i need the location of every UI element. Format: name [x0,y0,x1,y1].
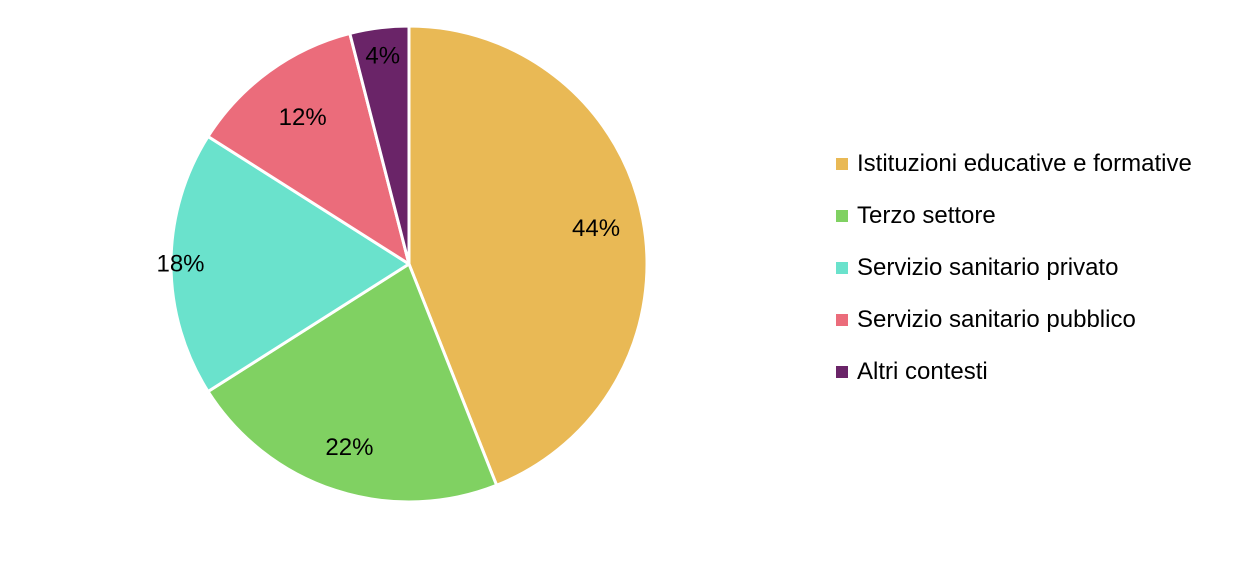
pie-data-labels: 44% 22% 18% 12% 4% [156,43,620,461]
data-label-5: 4% [365,43,400,70]
legend-label: Terzo settore [857,202,996,229]
legend-item-istituzioni: Istituzioni educative e formative [836,138,1192,190]
pie-slice-4 [206,31,411,266]
pie-slices [169,24,649,504]
legend-label: Istituzioni educative e formative [857,150,1192,177]
legend-swatch [836,314,848,326]
legend-swatch [836,210,848,222]
legend-label: Servizio sanitario privato [857,254,1119,281]
data-label-4: 12% [279,104,327,131]
pie-slice-3 [169,134,411,394]
pie-slice-5 [348,24,411,266]
legend-item-altri-contesti: Altri contesti [836,346,1192,398]
legend-item-terzo-settore: Terzo settore [836,190,1192,242]
legend-item-sanitario-pubblico: Servizio sanitario pubblico [836,294,1192,346]
legend-item-sanitario-privato: Servizio sanitario privato [836,242,1192,294]
legend-swatch [836,158,848,170]
legend-label: Servizio sanitario pubblico [857,306,1136,333]
data-label-2: 22% [325,434,373,461]
legend-swatch [836,366,848,378]
legend: Istituzioni educative e formative Terzo … [836,138,1192,398]
legend-swatch [836,262,848,274]
pie-slice-1 [407,24,649,487]
pie-slice-2 [206,262,499,504]
data-label-1: 44% [572,215,620,242]
data-label-3: 18% [156,251,204,278]
legend-label: Altri contesti [857,358,988,385]
